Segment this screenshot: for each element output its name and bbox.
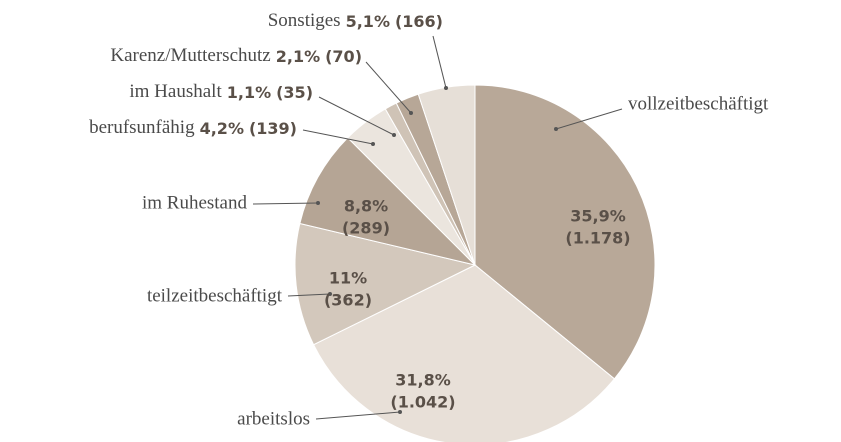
count-label: (289): [342, 219, 390, 238]
value-label: 31,8%: [395, 371, 451, 390]
leader-line: [315, 411, 401, 420]
value-label: 4,2%: [200, 119, 244, 138]
leader-dot: [444, 86, 448, 90]
slice-name: Karenz/Mutterschutz: [110, 45, 270, 66]
leader-line: [302, 129, 374, 145]
slice-label: im Haushalt 1,1% (35): [129, 81, 313, 102]
count-label: (1.042): [390, 393, 455, 412]
slice-name: im Ruhestand: [142, 192, 248, 213]
leader-dot: [409, 111, 413, 115]
value-label: 11%: [329, 269, 367, 288]
leader-line: [365, 61, 412, 114]
pie-slice: [474, 84, 656, 380]
leader-dot: [554, 127, 558, 131]
count-label: (362): [324, 291, 372, 310]
value-label: 2,1%: [276, 47, 320, 66]
slice-label: berufsunfähig 4,2% (139): [89, 117, 297, 138]
leader-dot: [328, 292, 332, 296]
leader-line: [318, 96, 395, 136]
value-label: 1,1%: [227, 83, 271, 102]
value-label: 8,8%: [344, 197, 388, 216]
slice-name: arbeitslos: [237, 408, 310, 429]
slice-label: Sonstiges 5,1% (166): [268, 10, 443, 31]
slice-name: berufsunfähig: [89, 117, 195, 138]
pie-slice: [294, 222, 477, 346]
leader-line: [555, 108, 623, 130]
leader-line: [287, 293, 331, 297]
leader-line: [252, 202, 319, 205]
leader-dot: [371, 142, 375, 146]
slice-name: teilzeitbeschäftigt: [147, 285, 283, 306]
leader-dot: [398, 410, 402, 414]
slice-label: Karenz/Mutterschutz 2,1% (70): [110, 45, 362, 66]
pie-slice: [312, 264, 616, 442]
count-label: (139): [249, 119, 297, 138]
count-label: (35): [276, 83, 313, 102]
slice-name: vollzeitbeschäftigt: [628, 93, 769, 114]
count-label: (70): [325, 47, 362, 66]
value-label: 5,1%: [346, 12, 390, 31]
slice-name: im Haushalt: [129, 81, 222, 102]
count-label: (1.178): [565, 229, 630, 248]
leader-line: [432, 35, 447, 89]
leader-dot: [316, 201, 320, 205]
leader-dot: [392, 133, 396, 137]
count-label: (166): [395, 12, 443, 31]
slice-name: Sonstiges: [268, 10, 341, 31]
value-label: 35,9%: [570, 207, 626, 226]
